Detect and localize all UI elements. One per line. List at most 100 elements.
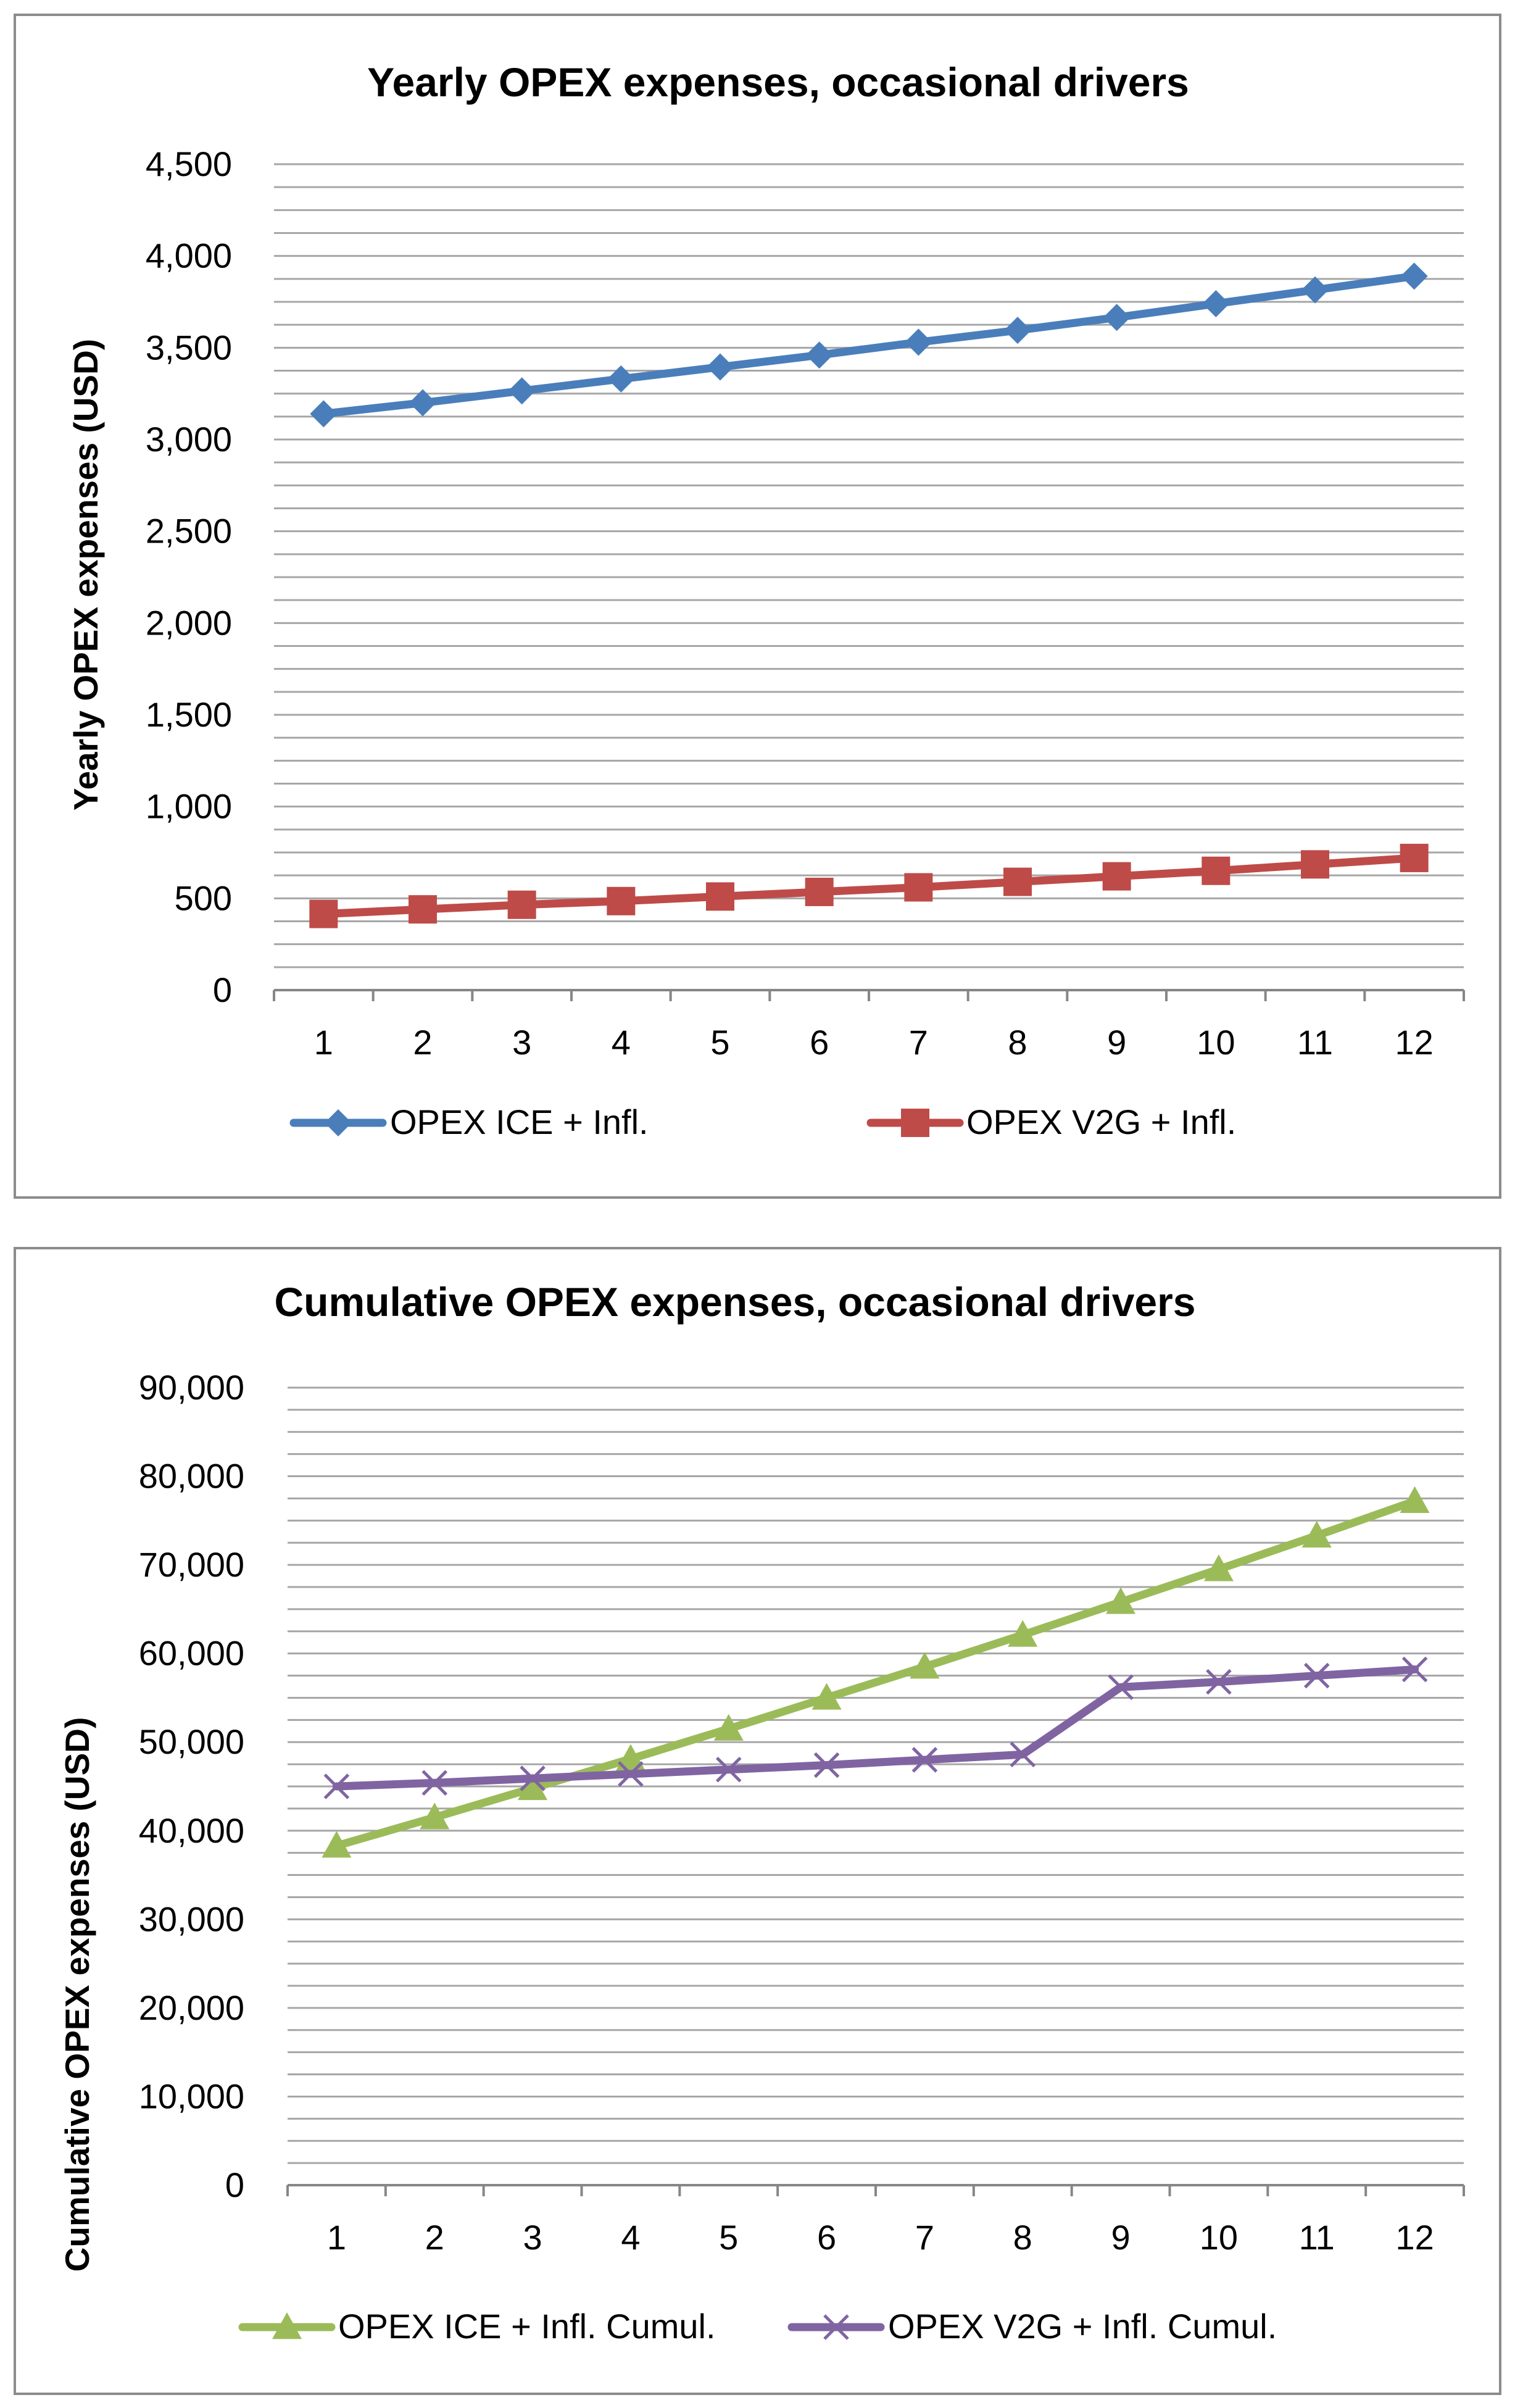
x-tick-label: 1: [314, 1023, 333, 1062]
data-point: [1003, 867, 1032, 896]
x-tick-label: 2: [413, 1023, 432, 1062]
data-point: [707, 353, 734, 381]
y-tick-label: 1,000: [146, 787, 232, 826]
data-point: [421, 1770, 448, 1796]
data-point: [1203, 1554, 1234, 1581]
data-point: [715, 1756, 742, 1783]
x-tick-label: 9: [1111, 2218, 1131, 2257]
data-point: [518, 1773, 548, 1801]
y-tick-label: 500: [175, 878, 232, 917]
x-tick-label: 9: [1107, 1023, 1126, 1062]
x-tick-label: 4: [612, 1023, 631, 1062]
series-diamond: [310, 262, 1428, 428]
x-tick-label: 5: [710, 1023, 729, 1062]
legend-label: OPEX ICE + Infl. Cumul.: [338, 2307, 716, 2346]
legend-marker: [901, 1109, 929, 1137]
data-point: [409, 389, 436, 417]
series-line: [319, 272, 1419, 418]
y-tick-label: 20,000: [139, 1988, 244, 2027]
x-tick-label: 10: [1200, 2218, 1238, 2257]
x-tick-label: 7: [915, 2218, 934, 2257]
y-tick-label: 60,000: [139, 1634, 244, 1673]
data-point: [911, 1747, 938, 1773]
x-tick-label: 4: [621, 2218, 640, 2257]
legend-marker: [272, 2312, 302, 2339]
data-point: [1400, 262, 1428, 290]
legend-marker: [823, 2314, 849, 2340]
series-line: [332, 1497, 1419, 1850]
data-point: [607, 886, 636, 915]
x-tick-label: 7: [909, 1023, 928, 1062]
data-point: [1303, 1662, 1330, 1689]
legend-label: OPEX V2G + Infl. Cumul.: [888, 2307, 1277, 2346]
data-point: [309, 899, 338, 928]
data-point: [1206, 1669, 1232, 1695]
legend-item: OPEX ICE + Infl.: [289, 1102, 649, 1141]
data-point: [507, 890, 536, 919]
x-tick-label: 8: [1008, 1023, 1027, 1062]
x-tick-label: 1: [327, 2218, 346, 2257]
series-x: [323, 1656, 1428, 1799]
legend-marker: [325, 1109, 352, 1136]
y-tick-label: 80,000: [139, 1457, 244, 1496]
chart-panel-yearly: Yearly OPEX expenses, occasional drivers…: [14, 14, 1501, 1199]
data-point: [713, 1714, 744, 1741]
data-point: [1301, 1520, 1332, 1548]
series-line: [332, 1665, 1419, 1791]
series-triangle: [322, 1486, 1430, 1858]
x-tick-label: 8: [1013, 2218, 1032, 2257]
legend-item: OPEX V2G + Infl.: [866, 1102, 1236, 1141]
y-tick-label: 50,000: [139, 1722, 244, 1761]
data-point: [1010, 1741, 1036, 1768]
y-tick-label: 90,000: [139, 1368, 244, 1407]
chart-title: Cumulative OPEX expenses, occasional dri…: [275, 1279, 1196, 1325]
chart-title: Yearly OPEX expenses, occasional drivers: [367, 59, 1189, 105]
data-point: [905, 328, 932, 356]
y-tick-label: 2,500: [146, 512, 232, 551]
series-line: [319, 854, 1419, 919]
data-point: [420, 1802, 450, 1830]
x-tick-label: 6: [810, 1023, 829, 1062]
y-axis-label: Cumulative OPEX expenses (USD): [58, 1717, 96, 2272]
data-point: [1202, 856, 1231, 885]
y-tick-label: 4,500: [146, 144, 232, 183]
y-tick-label: 70,000: [139, 1545, 244, 1584]
legend-label: OPEX V2G + Infl.: [966, 1102, 1236, 1141]
legend: OPEX ICE + Infl. Cumul. OPEX V2G + Infl. …: [238, 2307, 1277, 2346]
data-point: [322, 1831, 352, 1858]
x-tick-label: 12: [1395, 2218, 1434, 2257]
y-tick-label: 0: [213, 970, 232, 1009]
data-point: [1102, 862, 1131, 891]
x-tick-label: 11: [1297, 1023, 1333, 1062]
data-point: [618, 1761, 644, 1787]
data-point: [1401, 1656, 1428, 1683]
y-tick-label: 30,000: [139, 1899, 244, 1938]
data-point: [1400, 843, 1429, 872]
y-tick-label: 1,500: [146, 695, 232, 734]
y-tick-label: 0: [225, 2165, 244, 2204]
x-tick-label: 5: [719, 2218, 738, 2257]
data-point: [1008, 1620, 1038, 1647]
data-point: [409, 895, 437, 924]
x-tick-label: 11: [1299, 2218, 1335, 2257]
yearly-opex-chart: Yearly OPEX expenses, occasional drivers…: [67, 59, 1465, 1141]
legend-label: OPEX ICE + Infl.: [390, 1102, 649, 1141]
data-point: [1108, 1674, 1134, 1700]
data-point: [706, 882, 734, 911]
y-tick-label: 3,500: [146, 328, 232, 367]
data-point: [323, 1773, 350, 1799]
cumulative-opex-chart: Cumulative OPEX expenses, occasional dri…: [58, 1279, 1465, 2346]
x-tick-label: 3: [523, 2218, 542, 2257]
chart-panel-cumulative: Cumulative OPEX expenses, occasional dri…: [14, 1247, 1501, 2395]
data-point: [904, 873, 933, 902]
legend-item: OPEX ICE + Infl. Cumul.: [238, 2307, 716, 2346]
data-point: [1004, 317, 1031, 344]
x-tick-label: 3: [512, 1023, 531, 1062]
series-square: [309, 843, 1429, 928]
y-tick-label: 4,000: [146, 236, 232, 275]
data-point: [910, 1652, 940, 1679]
y-tick-label: 10,000: [139, 2077, 244, 2115]
data-point: [1106, 1587, 1136, 1614]
data-point: [805, 877, 834, 906]
data-point: [508, 377, 536, 405]
